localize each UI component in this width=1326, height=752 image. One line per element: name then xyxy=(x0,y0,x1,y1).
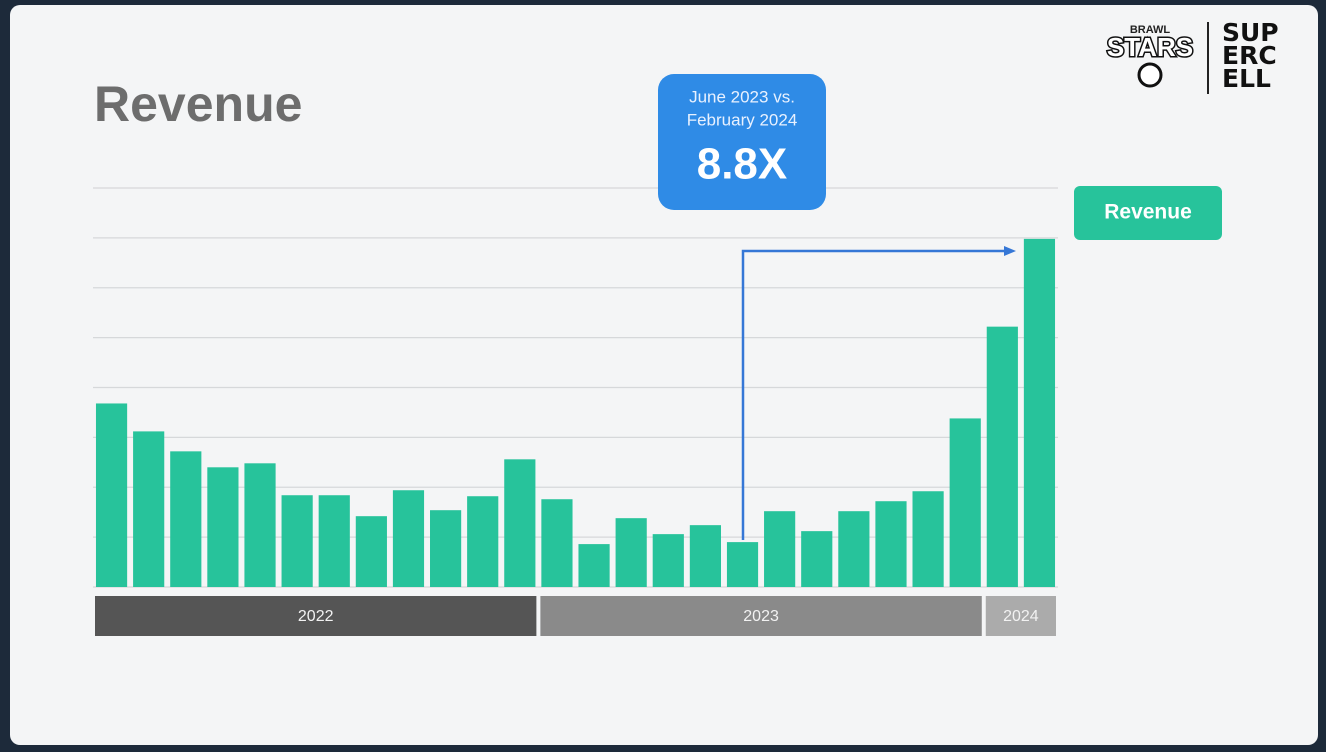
bar xyxy=(467,496,499,587)
logo-text: ELL xyxy=(1222,64,1271,93)
logo-text: ERC xyxy=(1222,41,1277,70)
annotation-text: February 2024 xyxy=(687,110,798,129)
year-band xyxy=(985,596,1056,636)
bar xyxy=(318,495,350,587)
bar xyxy=(281,495,313,587)
logo-text: BRAWL xyxy=(1130,24,1171,36)
bar xyxy=(875,501,907,587)
logo-text: STARS xyxy=(1107,32,1193,62)
year-groups: 2022 2023 2024 xyxy=(95,596,1056,636)
year-label: 2022 xyxy=(298,608,334,625)
legend-label: Revenue xyxy=(1104,201,1192,224)
supercell-logo: SUP ERC ELL xyxy=(1222,18,1279,93)
bar xyxy=(244,463,276,587)
legend-box xyxy=(1074,186,1222,240)
bar xyxy=(95,403,128,587)
bar xyxy=(504,459,536,587)
bar xyxy=(689,525,721,587)
bar xyxy=(912,491,944,587)
bar xyxy=(578,544,610,587)
bar xyxy=(541,499,573,587)
annotation-text: June 2023 vs. xyxy=(689,87,795,106)
bar xyxy=(801,531,833,587)
bar xyxy=(838,511,870,587)
bar xyxy=(726,542,759,587)
bar xyxy=(764,511,796,587)
logo-text: SUP xyxy=(1222,18,1279,47)
bar xyxy=(949,418,981,587)
bar xyxy=(392,490,425,587)
bar xyxy=(170,451,202,587)
bar xyxy=(355,516,387,587)
bar xyxy=(430,510,462,587)
bar xyxy=(615,518,647,587)
bar xyxy=(207,467,239,587)
arrow-head xyxy=(1004,246,1016,256)
annotation-value: 8.8X xyxy=(697,140,788,189)
brawl-logo: BRAWL STARS xyxy=(1105,24,1195,88)
bars xyxy=(95,238,1056,587)
bar xyxy=(986,326,1018,587)
chart-title: Revenue xyxy=(94,76,302,132)
year-band xyxy=(95,596,537,636)
arrow xyxy=(741,249,1010,540)
logo-skull xyxy=(1137,62,1163,88)
annotation-box xyxy=(658,74,826,210)
year-label: 2023 xyxy=(743,608,779,625)
bar xyxy=(133,431,165,587)
bar xyxy=(1023,238,1056,587)
year-label: 2024 xyxy=(1003,608,1039,625)
bar xyxy=(652,534,684,587)
year-band xyxy=(540,596,982,636)
